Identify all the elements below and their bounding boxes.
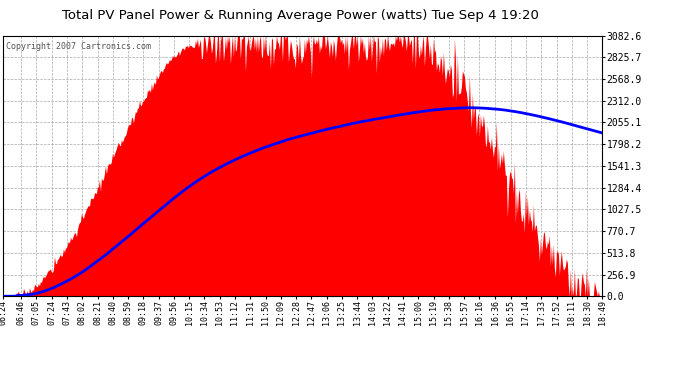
Text: Copyright 2007 Cartronics.com: Copyright 2007 Cartronics.com [6, 42, 151, 51]
Text: Total PV Panel Power & Running Average Power (watts) Tue Sep 4 19:20: Total PV Panel Power & Running Average P… [61, 9, 539, 22]
